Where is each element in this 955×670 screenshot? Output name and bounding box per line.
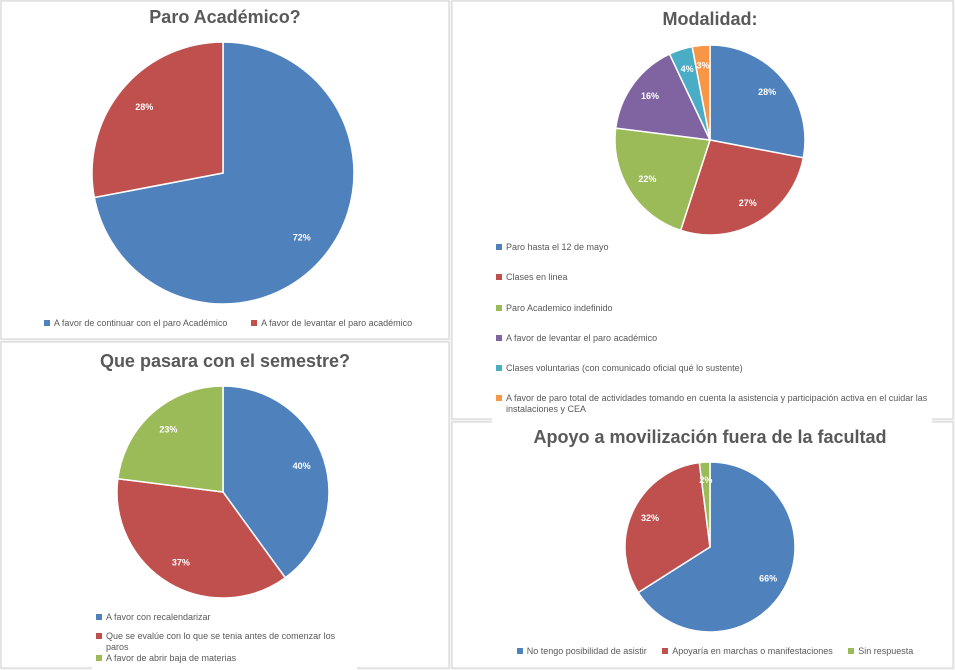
legend-swatch — [43, 320, 50, 326]
legend-label: Paro hasta el 12 de mayo — [506, 242, 609, 252]
data-label: 28% — [135, 102, 153, 112]
chart-title: Que pasara con el semestre? — [100, 351, 350, 371]
legend-label: A favor de levantar el paro académico — [261, 318, 413, 328]
legend-item: Paro hasta el 12 de mayo — [496, 242, 928, 272]
pie-slice — [614, 127, 711, 232]
legend-label: A favor de paro total de actividades tom… — [506, 393, 928, 415]
chart-title: Paro Académico? — [149, 7, 300, 27]
legend-label: Apoyaría en marchas o manifestaciones — [672, 646, 833, 656]
pie-slice — [116, 385, 224, 493]
legend-item: A favor de abrir baja de materias — [96, 653, 353, 670]
legend-swatch — [662, 648, 669, 654]
legend: No tengo posibilidad de asistir Apoyaría … — [505, 644, 925, 659]
pie-slice — [691, 44, 711, 141]
data-label: 22% — [638, 174, 656, 184]
legend-swatch — [496, 274, 502, 281]
legend-item: Que se evalúe con lo que se tenia antes … — [96, 631, 353, 653]
legend-item: Paro Academico indefinido — [496, 303, 928, 333]
legend-label: A favor de levantar el paro académico — [506, 332, 658, 343]
legend-label: A favor de abrir baja de materias — [106, 652, 237, 663]
legend-swatch — [96, 654, 102, 661]
legend-swatch — [496, 304, 502, 311]
legend-swatch — [496, 395, 502, 402]
legend-swatch — [848, 648, 855, 654]
legend-item: A favor de paro total de actividades tom… — [496, 393, 928, 423]
legend-label: Que se evalúe con lo que se tenia antes … — [106, 630, 336, 652]
legend-item: A favor de levantar el paro académico — [251, 318, 412, 329]
legend-label: A favor con recalendarizar — [106, 612, 211, 622]
legend-swatch — [96, 614, 102, 620]
data-label: 66% — [759, 573, 777, 583]
legend-label: Clases en linea — [506, 272, 568, 283]
pie-slice — [222, 385, 330, 579]
chart-title: Modalidad: — [663, 9, 758, 29]
data-label: 16% — [641, 91, 659, 101]
legend-item: A favor de continuar con el paro Académi… — [43, 318, 228, 329]
data-label: 3% — [697, 61, 710, 71]
pie-slice — [698, 461, 711, 548]
pie-slice — [116, 477, 287, 599]
legend-item: Clases voluntarias (con comunicado ofici… — [496, 363, 928, 393]
pie-slice — [709, 44, 806, 159]
data-label: 28% — [758, 87, 776, 97]
legend-label: Paro Academico indefinido — [506, 302, 613, 313]
legend-swatch — [496, 365, 502, 372]
legend-label: A favor de continuar con el paro Académi… — [53, 318, 228, 328]
data-label: 4% — [681, 64, 694, 74]
pie-slice — [93, 41, 355, 305]
pie-slice — [614, 53, 712, 141]
legend: A favor con recalendarizar Que se evalúe … — [92, 610, 357, 670]
legend-swatch — [251, 320, 258, 326]
legend-item: A favor con recalendarizar — [96, 612, 353, 631]
legend-item: No tengo posibilidad de asistir — [516, 646, 647, 657]
data-label: 23% — [159, 424, 177, 434]
legend-swatch — [96, 632, 102, 639]
legend: A favor de continuar con el paro Académi… — [28, 316, 428, 331]
data-label: 32% — [641, 513, 659, 523]
legend-label: Clases voluntarias (con comunicado ofici… — [506, 363, 743, 374]
legend-item: Clases en linea — [496, 272, 928, 302]
pie-slice — [624, 461, 711, 594]
data-label: 37% — [172, 558, 190, 568]
data-label: 27% — [739, 198, 757, 208]
legend-swatch — [516, 648, 523, 654]
legend-label: Sin respuesta — [858, 646, 914, 656]
legend-label: No tengo posibilidad de asistir — [526, 646, 647, 656]
legend-item: Sin respuesta — [848, 646, 913, 657]
pie-slice — [679, 139, 805, 236]
data-label: 72% — [293, 233, 311, 243]
chart-title: Apoyo a movilización fuera de la faculta… — [533, 427, 886, 447]
data-label: 40% — [293, 461, 311, 471]
pie-slice — [91, 41, 224, 199]
legend-item: Apoyaría en marchas o manifestaciones — [662, 646, 833, 657]
legend-item: A favor de levantar el paro académico — [496, 333, 928, 363]
data-label: 2% — [699, 475, 712, 485]
legend-swatch — [496, 244, 502, 250]
pie-slice — [637, 461, 796, 633]
legend-swatch — [496, 334, 502, 341]
legend: Paro hasta el 12 de mayo Clases en linea P… — [492, 240, 932, 426]
